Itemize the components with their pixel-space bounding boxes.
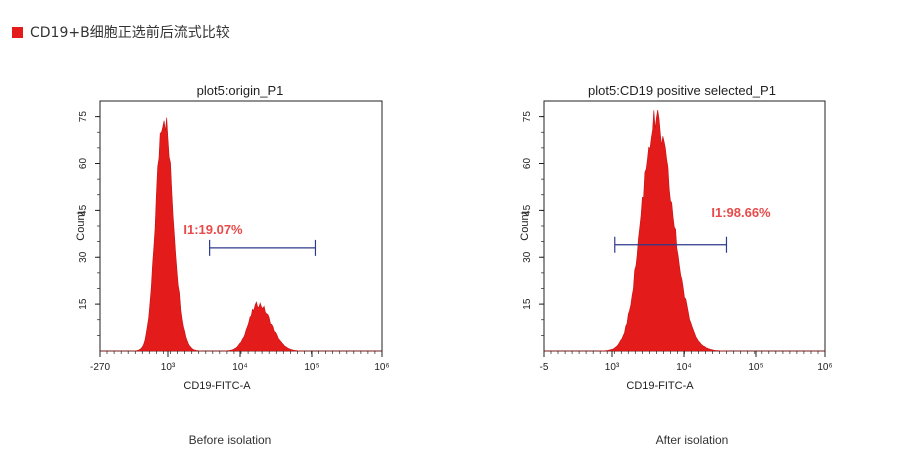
x-axis-label: CD19-FITC-A (626, 380, 694, 392)
x-tick-label: -5 (540, 362, 549, 373)
caption-after: After isolation (655, 433, 729, 447)
x-tick-label: 10⁶ (374, 362, 389, 373)
x-tick-label: 10⁴ (676, 362, 691, 373)
y-tick-label: 60 (522, 158, 533, 170)
y-ticks: 15 30 45 60 75 (78, 111, 100, 336)
y-tick-label: 45 (522, 204, 533, 216)
y-tick-label: 45 (78, 204, 89, 216)
x-ticks: -5 10³ 10⁴ 10⁵ 10⁶ (540, 351, 833, 373)
x-tick-label: 10⁴ (232, 362, 247, 373)
x-tick-label: 10³ (605, 362, 620, 373)
chart-title: plot5:CD19 positive selected_P1 (588, 83, 776, 98)
x-tick-label: 10⁵ (304, 362, 319, 373)
x-tick-label: 10⁵ (748, 362, 763, 373)
y-tick-label: 60 (78, 158, 89, 170)
y-tick-label: 75 (78, 111, 89, 123)
chart-after: plot5:CD19 positive selected_P1 -5 10³ 10⁴… (519, 83, 833, 392)
y-tick-label: 30 (522, 251, 533, 263)
y-axis-label: Count (519, 211, 531, 240)
x-ticks: -270 10³ 10⁴ 10⁵ 10⁶ (90, 351, 390, 373)
x-tick-label: 10³ (161, 362, 176, 373)
caption-before: Before isolation (188, 433, 272, 447)
y-tick-label: 15 (78, 298, 89, 310)
y-tick-label: 15 (522, 298, 533, 310)
x-tick-label: 10⁶ (817, 362, 832, 373)
y-tick-label: 75 (522, 111, 533, 123)
section-heading: CD19+B细胞正选前后流式比较 (12, 22, 230, 42)
histogram-area (100, 117, 382, 352)
y-ticks: 15 30 45 60 75 (522, 111, 544, 336)
chart-title: plot5:origin_P1 (197, 83, 284, 98)
heading-marker (12, 26, 23, 38)
gate-label: I1:98.66% (711, 205, 771, 220)
gate-label: I1:19.07% (183, 222, 243, 237)
heading-text: CD19+B细胞正选前后流式比较 (30, 25, 230, 41)
x-axis-label: CD19-FITC-A (183, 380, 251, 392)
y-axis-label: Count (75, 211, 87, 240)
chart-before: plot5:origin_P1 -270 10³ 10⁴ 10⁵ 10⁶ 15 30 45 6… (75, 83, 390, 392)
histogram-area (544, 109, 825, 352)
y-tick-label: 30 (78, 251, 89, 263)
x-tick-label: -270 (90, 362, 110, 373)
